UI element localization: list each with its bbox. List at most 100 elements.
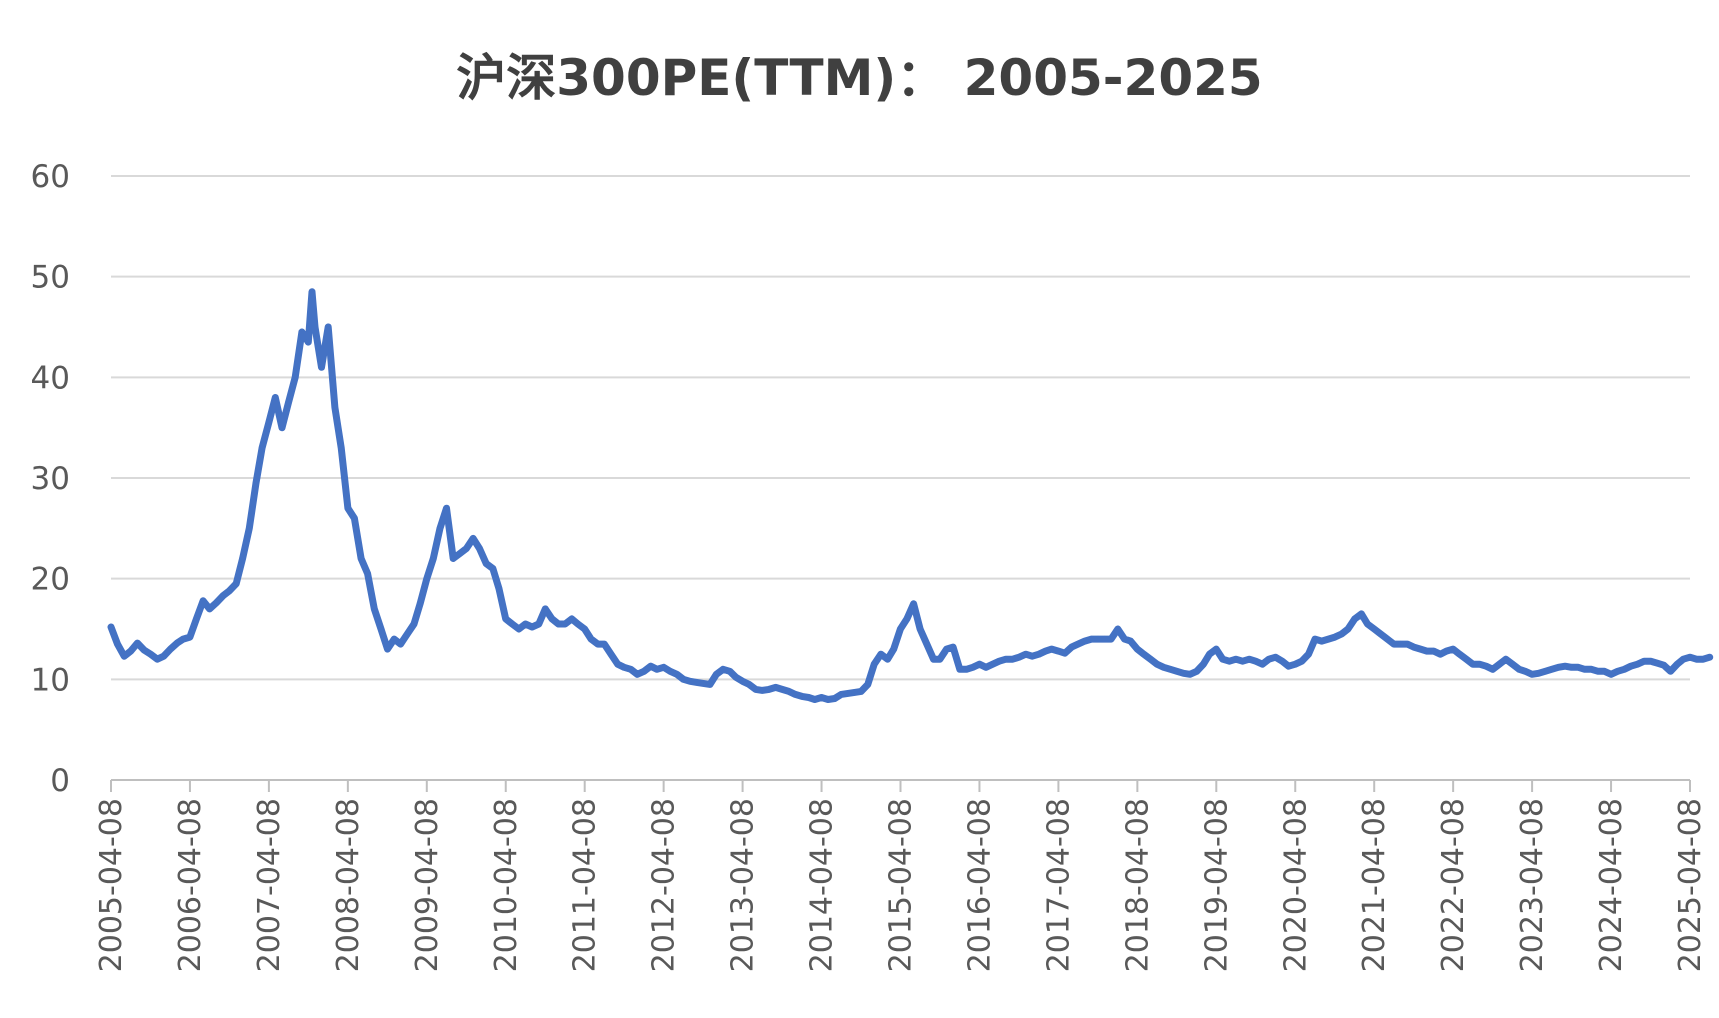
data-point [134, 639, 141, 647]
data-point [732, 674, 740, 681]
data-point [173, 639, 181, 647]
data-point [1219, 656, 1226, 663]
data-point [1522, 668, 1529, 675]
data-point [193, 615, 200, 623]
data-point [351, 515, 358, 522]
x-tick-label: 2005-04-08 [94, 798, 129, 972]
data-point [1647, 658, 1654, 665]
data-point [246, 525, 253, 532]
data-point [1252, 658, 1259, 665]
data-point [1147, 656, 1154, 663]
data-point [285, 399, 292, 406]
series-line [107, 288, 1714, 703]
data-point [686, 678, 694, 685]
data-point [147, 651, 154, 658]
data-point [311, 323, 319, 331]
data-point [667, 668, 674, 675]
data-point [1575, 664, 1582, 671]
data-point [1601, 668, 1608, 675]
data-point [298, 328, 306, 336]
data-point [1706, 654, 1713, 661]
data-point [233, 580, 240, 587]
data-point [653, 666, 661, 673]
data-point [877, 651, 885, 658]
x-tick-label: 2011-04-08 [568, 798, 603, 972]
data-point [107, 623, 115, 631]
data-point [1298, 658, 1306, 665]
data-point [798, 693, 806, 700]
x-tick-label: 2007-04-08 [252, 798, 287, 972]
data-point [1680, 656, 1687, 663]
data-point [308, 288, 316, 295]
data-point [844, 690, 852, 697]
data-point [923, 640, 930, 648]
data-point [1029, 653, 1036, 660]
data-point [384, 645, 391, 653]
data-point [831, 695, 838, 702]
data-point [910, 600, 917, 607]
data-point [930, 656, 937, 663]
data-point [1331, 633, 1339, 641]
x-tick-label: 2006-04-08 [173, 798, 208, 972]
data-point [226, 587, 233, 594]
data-point [463, 545, 470, 552]
data-point [824, 696, 832, 703]
data-point [1674, 661, 1681, 668]
data-point [713, 671, 720, 678]
x-tick-label: 2020-04-08 [1278, 798, 1313, 972]
data-point [502, 615, 509, 623]
data-point [864, 681, 871, 688]
data-point [430, 555, 437, 562]
data-point [1055, 647, 1062, 655]
data-point [318, 364, 325, 371]
data-point [897, 625, 904, 633]
data-point [1232, 656, 1240, 663]
data-point [1384, 635, 1391, 643]
data-point [1371, 625, 1378, 633]
y-tick-label: 20 [31, 562, 70, 598]
data-point [1153, 661, 1161, 668]
data-point [1088, 635, 1095, 643]
data-point [1121, 635, 1128, 643]
data-point [391, 635, 398, 643]
y-tick-label: 10 [31, 662, 70, 698]
data-point [903, 615, 911, 623]
data-point [509, 620, 516, 628]
data-point [673, 671, 681, 678]
data-point [265, 419, 272, 426]
data-point [1213, 645, 1220, 653]
data-point [1443, 647, 1450, 655]
data-point [1068, 643, 1075, 651]
data-point [792, 691, 799, 698]
data-point [416, 600, 424, 607]
data-point [726, 668, 733, 675]
data-point [1061, 650, 1069, 657]
data-point [989, 661, 996, 668]
data-point [1358, 610, 1365, 618]
y-tick-label: 60 [31, 159, 70, 195]
data-point [1410, 643, 1418, 651]
data-point [213, 599, 220, 606]
data-point [765, 686, 773, 693]
y-tick-label: 40 [31, 360, 70, 396]
data-point [1417, 645, 1424, 653]
data-point [397, 640, 404, 648]
data-point [1469, 661, 1477, 668]
data-point [1404, 640, 1411, 648]
data-point [739, 678, 746, 685]
data-point [1022, 651, 1029, 658]
data-point [1660, 662, 1668, 669]
data-point [305, 338, 312, 346]
data-point [1226, 658, 1233, 665]
data-point [857, 688, 865, 695]
data-point [1160, 664, 1167, 671]
x-tick-label: 2024-04-08 [1594, 798, 1629, 972]
data-point [1377, 630, 1384, 638]
data-point [167, 645, 174, 653]
data-point [1015, 654, 1023, 661]
data-point [436, 525, 444, 532]
data-point [587, 635, 595, 643]
x-tick-label: 2013-04-08 [726, 798, 761, 972]
data-point [976, 661, 983, 668]
data-point [489, 565, 497, 572]
